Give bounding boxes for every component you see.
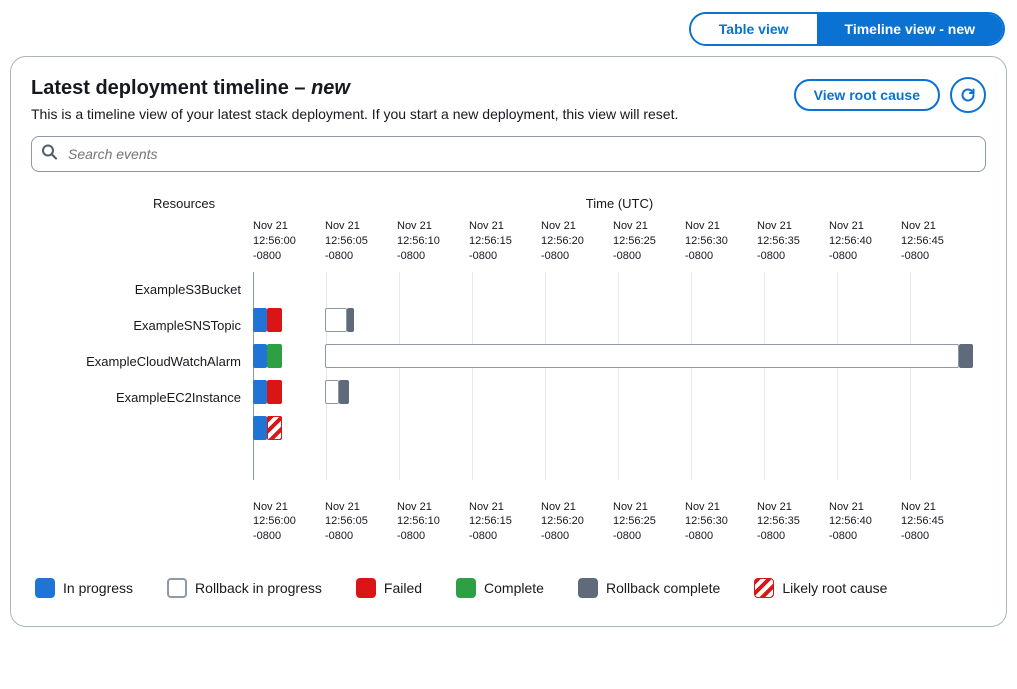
tab-timeline-view[interactable]: Timeline view - new (817, 14, 1003, 44)
resource-label: ExampleSNSTopic (43, 307, 253, 343)
resource-label: ExampleCloudWatchAlarm (43, 343, 253, 379)
timeline-segment-likely-root-cause[interactable] (267, 416, 281, 440)
axis-label-resources: Resources (153, 196, 215, 211)
legend-complete: Complete (456, 578, 544, 598)
time-tick: Nov 2112:56:05-0800 (325, 500, 397, 545)
resource-label: ExampleS3Bucket (43, 271, 253, 307)
search-wrap (31, 136, 986, 172)
refresh-button[interactable] (950, 77, 986, 113)
legend-label-likely-root-cause: Likely root cause (782, 580, 887, 596)
page-title: Latest deployment timeline – new (31, 77, 678, 100)
page-title-badge: new (311, 77, 350, 99)
refresh-icon (960, 87, 976, 103)
time-tick: Nov 2112:56:15-0800 (469, 219, 541, 264)
legend-swatch-rollback-complete (578, 578, 598, 598)
time-tick: Nov 2112:56:40-0800 (829, 500, 901, 545)
time-tick: Nov 2112:56:10-0800 (397, 500, 469, 545)
legend-label-rollback-complete: Rollback complete (606, 580, 720, 596)
timeline-segment-in-progress[interactable] (253, 416, 267, 440)
timeline-chart: Resources Time (UTC) Nov 2112:56:00-0800… (43, 196, 986, 544)
legend-in-progress: In progress (35, 578, 133, 598)
time-tick: Nov 2112:56:25-0800 (613, 219, 685, 264)
page-subtitle: This is a timeline view of your latest s… (31, 106, 678, 122)
legend-label-rollback-in-progress: Rollback in progress (195, 580, 322, 596)
time-tick: Nov 2112:56:15-0800 (469, 500, 541, 545)
time-tick: Nov 2112:56:25-0800 (613, 500, 685, 545)
timeline-row (253, 308, 986, 332)
time-tick: Nov 2112:56:45-0800 (901, 500, 973, 545)
legend-label-in-progress: In progress (63, 580, 133, 596)
time-tick: Nov 2112:56:05-0800 (325, 219, 397, 264)
timeline-segment-rollback-complete[interactable] (347, 308, 354, 332)
chart-bars (253, 272, 986, 480)
legend-label-complete: Complete (484, 580, 544, 596)
time-tick: Nov 2112:56:30-0800 (685, 500, 757, 545)
timeline-segment-rollback-complete[interactable] (339, 380, 349, 404)
view-root-cause-button[interactable]: View root cause (794, 79, 940, 111)
legend-failed: Failed (356, 578, 422, 598)
time-tick: Nov 2112:56:40-0800 (829, 219, 901, 264)
time-tick: Nov 2112:56:35-0800 (757, 219, 829, 264)
legend-likely-root-cause: Likely root cause (754, 578, 887, 598)
legend-rollback-complete: Rollback complete (578, 578, 720, 598)
view-toggle: Table view Timeline view - new (0, 0, 1017, 46)
time-tick: Nov 2112:56:20-0800 (541, 219, 613, 264)
timeline-segment-rollback-in-progress[interactable] (325, 308, 347, 332)
timeline-row (253, 416, 986, 440)
time-tick: Nov 2112:56:00-0800 (253, 500, 325, 545)
time-tick: Nov 2112:56:00-0800 (253, 219, 325, 264)
page-title-text: Latest deployment timeline – (31, 77, 311, 99)
timeline-segment-rollback-complete[interactable] (959, 344, 973, 368)
legend-swatch-complete (456, 578, 476, 598)
legend-swatch-failed (356, 578, 376, 598)
legend-swatch-in-progress (35, 578, 55, 598)
legend-label-failed: Failed (384, 580, 422, 596)
tab-table-view[interactable]: Table view (691, 14, 817, 44)
timeline-segment-in-progress[interactable] (253, 308, 267, 332)
legend-rollback-in-progress: Rollback in progress (167, 578, 322, 598)
resource-labels: ExampleS3BucketExampleSNSTopicExampleClo… (43, 271, 253, 415)
chart-grid (253, 272, 986, 480)
timeline-segment-complete[interactable] (267, 344, 281, 368)
legend-swatch-likely-root-cause (754, 578, 774, 598)
timeline-panel: Latest deployment timeline – new This is… (10, 56, 1007, 627)
time-tick: Nov 2112:56:45-0800 (901, 219, 973, 264)
time-axis-top: Nov 2112:56:00-0800Nov 2112:56:05-0800No… (253, 219, 986, 264)
timeline-segment-in-progress[interactable] (253, 380, 267, 404)
resource-label: ExampleEC2Instance (43, 379, 253, 415)
time-tick: Nov 2112:56:10-0800 (397, 219, 469, 264)
timeline-segment-in-progress[interactable] (253, 344, 267, 368)
timeline-row (253, 344, 986, 368)
timeline-row (253, 380, 986, 404)
timeline-segment-failed[interactable] (267, 380, 281, 404)
time-tick: Nov 2112:56:20-0800 (541, 500, 613, 545)
legend-swatch-rollback-in-progress (167, 578, 187, 598)
timeline-segment-failed[interactable] (267, 308, 281, 332)
timeline-segment-rollback-in-progress[interactable] (325, 344, 959, 368)
time-tick: Nov 2112:56:35-0800 (757, 500, 829, 545)
search-input[interactable] (31, 136, 986, 172)
time-tick: Nov 2112:56:30-0800 (685, 219, 757, 264)
legend: In progress Rollback in progress Failed … (35, 578, 986, 598)
axis-label-time: Time (UTC) (253, 196, 986, 211)
timeline-segment-rollback-in-progress[interactable] (325, 380, 339, 404)
time-axis-bottom: Nov 2112:56:00-0800Nov 2112:56:05-0800No… (253, 500, 986, 545)
view-toggle-group: Table view Timeline view - new (689, 12, 1005, 46)
